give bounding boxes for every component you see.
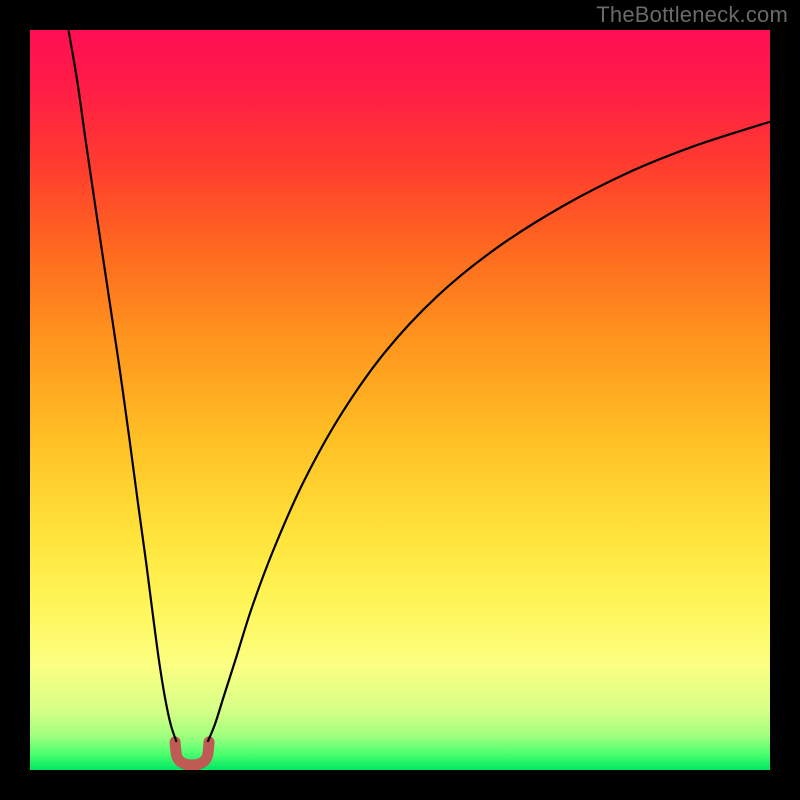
watermark-label: TheBottleneck.com <box>596 2 788 28</box>
plot-area <box>30 30 770 770</box>
bottleneck-chart <box>0 0 800 800</box>
gradient-background <box>30 30 770 770</box>
chart-stage: TheBottleneck.com <box>0 0 800 800</box>
